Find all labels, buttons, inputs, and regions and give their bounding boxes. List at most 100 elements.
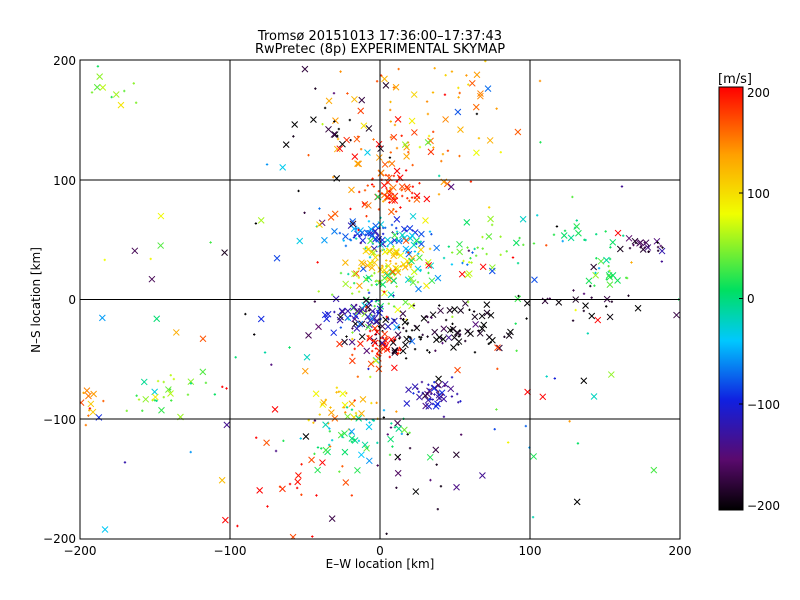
data-point-x-marker (382, 316, 390, 324)
data-point-x-marker (373, 328, 381, 336)
data-point-plus-marker (393, 337, 397, 341)
data-point-plus-marker (643, 246, 646, 249)
data-point-x-marker (393, 323, 400, 331)
data-point-plus-marker (467, 83, 470, 86)
colorbar: [m/s] 200 100 0 −100 −200 (718, 72, 780, 513)
data-point-x-marker (331, 228, 338, 235)
data-point-plus-marker (348, 118, 352, 122)
data-point-plus-marker (416, 280, 420, 284)
data-point-plus-marker (349, 207, 352, 211)
data-point-plus-marker (398, 337, 401, 340)
data-point-x-marker (199, 368, 207, 376)
data-point-plus-marker (432, 146, 435, 149)
data-point-x-marker (590, 263, 598, 271)
data-point-plus-marker (406, 197, 409, 200)
data-point-x-marker (634, 304, 642, 312)
data-point-x-marker (377, 241, 384, 248)
data-point-plus-marker (387, 174, 391, 177)
data-point-plus-marker (441, 341, 444, 345)
data-point-plus-marker (96, 65, 100, 68)
data-point-plus-marker (659, 244, 663, 248)
data-point-x-marker (409, 279, 417, 286)
data-point-plus-marker (417, 390, 420, 394)
data-point-plus-marker (464, 339, 467, 343)
data-point-x-marker (315, 323, 322, 331)
data-point-plus-marker (428, 247, 432, 251)
data-point-plus-marker (253, 333, 256, 336)
data-point-x-marker (389, 339, 397, 346)
data-point-plus-marker (442, 415, 446, 418)
data-point-plus-marker (407, 251, 410, 254)
data-point-plus-marker (338, 470, 341, 473)
data-point-plus-marker (632, 243, 635, 247)
data-point-plus-marker (295, 486, 299, 490)
data-point-x-marker (320, 399, 328, 406)
data-point-plus-marker (351, 337, 354, 341)
data-point-plus-marker (427, 271, 430, 275)
data-point-x-marker (353, 135, 361, 143)
data-point-plus-marker (426, 112, 430, 116)
data-point-plus-marker (392, 294, 395, 297)
data-point-x-marker (371, 324, 379, 332)
data-point-x-marker (425, 261, 433, 269)
data-point-x-marker (400, 260, 408, 268)
data-point-x-marker (402, 237, 410, 245)
data-point-plus-marker (385, 196, 389, 199)
data-point-x-marker (592, 271, 599, 279)
data-point-x-marker (489, 336, 496, 344)
data-point-plus-marker (125, 409, 128, 413)
data-point-x-marker (381, 161, 389, 168)
data-point-x-marker (390, 133, 398, 141)
data-point-plus-marker (420, 380, 424, 384)
data-point-x-marker (366, 335, 373, 342)
data-point-plus-marker (102, 399, 105, 403)
data-point-plus-marker (349, 239, 353, 242)
data-point-plus-marker (384, 226, 387, 229)
data-point-x-marker (382, 82, 390, 89)
data-point-x-marker (422, 217, 429, 224)
data-point-x-marker (403, 153, 410, 160)
data-point-plus-marker (495, 107, 498, 110)
data-point-plus-marker (582, 309, 586, 313)
data-point-plus-marker (341, 465, 344, 468)
data-point-plus-marker (436, 507, 440, 511)
data-point-x-marker (330, 329, 338, 337)
data-point-x-marker (391, 364, 398, 372)
data-point-x-marker (90, 390, 98, 398)
data-point-plus-marker (375, 283, 378, 286)
data-point-plus-marker (431, 130, 435, 134)
data-point-x-marker (394, 469, 402, 477)
data-point-plus-marker (433, 393, 436, 396)
data-point-plus-marker (355, 237, 358, 240)
data-point-plus-marker (123, 461, 127, 464)
data-point-plus-marker (410, 196, 414, 199)
data-point-plus-marker (357, 290, 361, 293)
data-point-x-marker (342, 479, 350, 486)
data-point-plus-marker (499, 235, 502, 238)
data-point-plus-marker (538, 79, 542, 83)
data-point-x-marker (616, 245, 624, 253)
data-point-x-marker (437, 307, 444, 315)
data-point-x-marker (393, 167, 401, 175)
data-point-plus-marker (321, 122, 324, 126)
data-point-plus-marker (339, 326, 343, 329)
data-point-plus-marker (408, 199, 411, 203)
data-point-plus-marker (367, 309, 371, 312)
data-point-plus-marker (358, 235, 361, 238)
data-point-x-marker (85, 392, 92, 400)
data-point-x-marker (370, 249, 378, 257)
data-point-x-marker (642, 239, 650, 247)
plot-frame (79, 59, 681, 540)
data-point-x-marker (99, 84, 107, 91)
data-point-plus-marker (430, 232, 433, 236)
data-point-plus-marker (315, 494, 318, 497)
data-point-plus-marker (539, 141, 542, 144)
data-point-plus-marker (411, 163, 414, 167)
data-point-x-marker (257, 217, 265, 224)
data-point-plus-marker (552, 233, 556, 236)
data-point-x-marker (357, 340, 364, 348)
data-point-plus-marker (428, 398, 431, 401)
data-point-x-marker (463, 219, 471, 226)
data-point-plus-marker (374, 300, 378, 303)
data-point-x-marker (379, 281, 387, 288)
